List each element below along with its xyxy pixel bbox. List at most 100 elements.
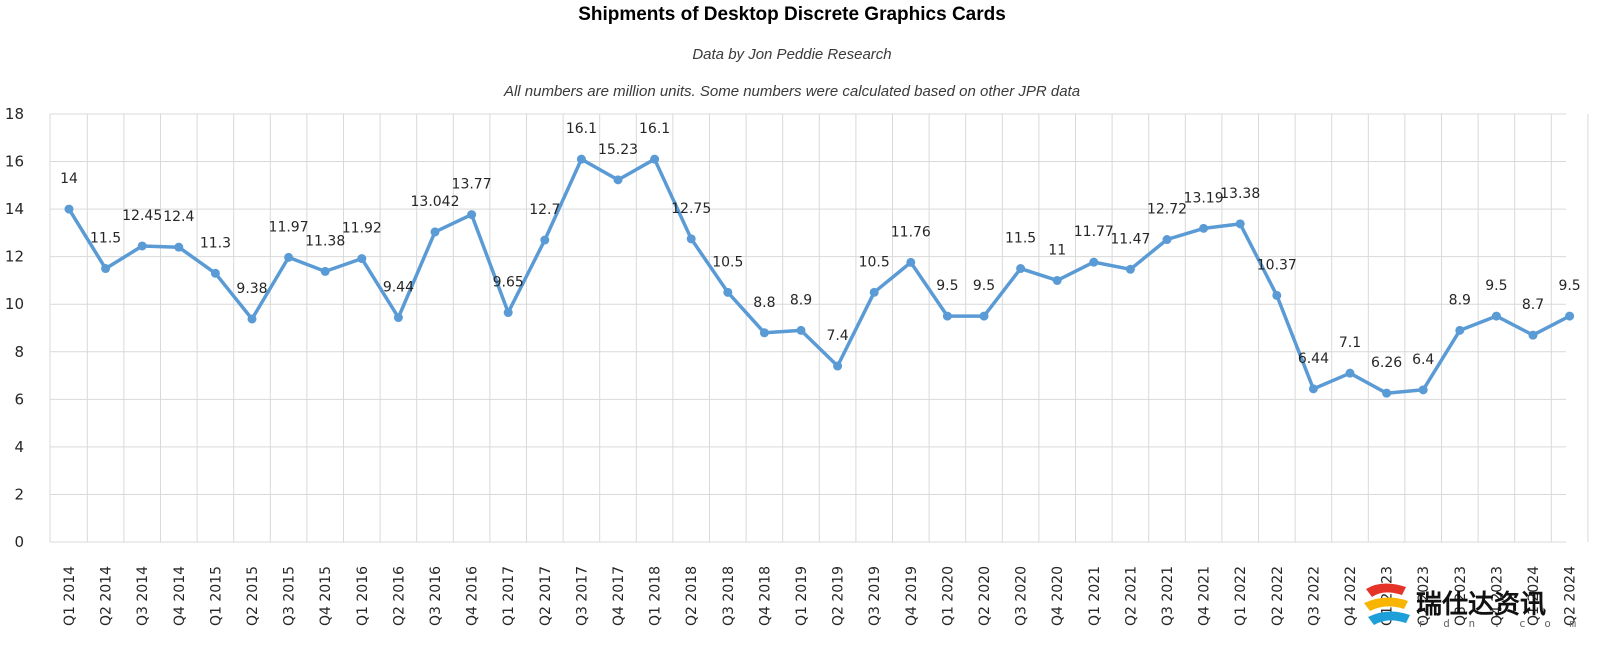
data-label: 6.4 bbox=[1412, 352, 1434, 368]
x-tick-label: Q2 2014 bbox=[99, 566, 115, 626]
data-point bbox=[540, 235, 550, 245]
x-tick-label: Q3 2014 bbox=[135, 566, 151, 626]
x-tick-label: Q1 2020 bbox=[940, 566, 956, 626]
x-tick-label: Q4 2018 bbox=[757, 566, 773, 626]
watermark-text: 瑞仕达资讯 bbox=[1416, 590, 1546, 620]
x-tick-label: Q4 2020 bbox=[1050, 566, 1066, 626]
data-label: 11.77 bbox=[1074, 224, 1114, 240]
x-tick-label: Q1 2014 bbox=[62, 566, 78, 626]
x-tick-label: Q4 2023 bbox=[1489, 566, 1505, 626]
y-axis: 0 2 4 6 8 10 12 14 16 18 bbox=[5, 105, 24, 551]
x-tick-label: Q4 2021 bbox=[1197, 566, 1213, 626]
data-point bbox=[393, 313, 403, 323]
data-label: 12.45 bbox=[122, 208, 162, 224]
y-tick-label: 14 bbox=[5, 200, 24, 218]
data-point bbox=[613, 175, 623, 185]
data-point bbox=[1528, 330, 1538, 340]
series-shipments bbox=[64, 154, 1575, 398]
data-point bbox=[1308, 384, 1318, 394]
x-tick-label: Q1 2016 bbox=[355, 566, 371, 626]
x-tick-label: Q1 2024 bbox=[1526, 566, 1542, 626]
data-point bbox=[174, 242, 184, 252]
data-label: 12.72 bbox=[1147, 202, 1187, 218]
x-tick-label: Q1 2022 bbox=[1233, 566, 1249, 626]
x-tick-label: Q2 2020 bbox=[977, 566, 993, 626]
x-tick-label: Q4 2016 bbox=[465, 566, 481, 626]
data-label: 14 bbox=[60, 171, 78, 187]
data-label: 8.8 bbox=[753, 295, 775, 311]
data-point bbox=[1565, 311, 1575, 321]
data-label: 13.77 bbox=[452, 177, 492, 193]
data-label: 11.97 bbox=[269, 219, 309, 235]
data-point bbox=[467, 210, 477, 220]
series-line bbox=[67, 157, 1572, 395]
x-tick-label: Q2 2019 bbox=[831, 566, 847, 626]
x-tick-label: Q3 2016 bbox=[428, 566, 444, 626]
watermark-subtext: r d n . c o m bbox=[1418, 617, 1582, 630]
data-point bbox=[503, 308, 513, 318]
x-tick-label: Q3 2018 bbox=[721, 566, 737, 626]
data-label: 11.3 bbox=[200, 235, 231, 251]
data-point bbox=[1089, 257, 1099, 267]
data-label: 12.4 bbox=[163, 209, 194, 225]
x-tick-label: Q2 2024 bbox=[1563, 566, 1579, 626]
data-label: 10.37 bbox=[1257, 257, 1297, 273]
data-label: 15.23 bbox=[598, 142, 638, 158]
x-tick-label: Q1 2019 bbox=[794, 566, 810, 626]
data-label: 13.042 bbox=[411, 194, 460, 210]
x-tick-label: Q1 2023 bbox=[1380, 566, 1396, 626]
data-point bbox=[869, 287, 879, 297]
data-point bbox=[1199, 223, 1209, 233]
data-point bbox=[1345, 368, 1355, 378]
data-label: 6.26 bbox=[1371, 355, 1402, 371]
x-tick-label: Q3 2020 bbox=[1014, 566, 1030, 626]
x-tick-label: Q1 2017 bbox=[501, 566, 517, 626]
y-tick-label: 2 bbox=[14, 485, 24, 503]
data-point bbox=[1382, 388, 1392, 398]
data-label: 9.44 bbox=[383, 280, 414, 296]
data-label: 11.47 bbox=[1110, 231, 1150, 247]
data-point bbox=[979, 311, 989, 321]
x-tick-label: Q3 2022 bbox=[1306, 566, 1322, 626]
x-tick-label: Q2 2023 bbox=[1416, 566, 1432, 626]
x-axis: Q1 2014 Q2 2014 Q3 2014 Q4 2014 Q1 2015 Q2 20… bbox=[62, 566, 1579, 626]
data-point bbox=[723, 287, 733, 297]
y-tick-label: 10 bbox=[5, 295, 24, 313]
data-label: 12.75 bbox=[671, 201, 711, 217]
y-tick-label: 4 bbox=[14, 438, 24, 456]
x-tick-label: Q3 2017 bbox=[574, 566, 590, 626]
x-tick-label: Q2 2017 bbox=[538, 566, 554, 626]
data-label: 8.9 bbox=[790, 292, 812, 308]
watermark-logo-icon bbox=[1364, 583, 1410, 625]
x-tick-label: Q1 2018 bbox=[648, 566, 664, 626]
data-label: 10.5 bbox=[859, 254, 890, 270]
x-tick-label: Q4 2017 bbox=[611, 566, 627, 626]
x-tick-label: Q1 2015 bbox=[208, 566, 224, 626]
data-point bbox=[1016, 264, 1026, 274]
data-point bbox=[833, 361, 843, 371]
x-tick-label: Q3 2023 bbox=[1453, 566, 1469, 626]
data-label: 9.5 bbox=[1558, 278, 1580, 294]
data-point bbox=[796, 325, 806, 335]
data-label: 11.76 bbox=[891, 224, 931, 240]
y-tick-label: 12 bbox=[5, 248, 24, 266]
y-tick-label: 16 bbox=[5, 153, 24, 171]
data-point bbox=[284, 252, 294, 262]
data-point bbox=[320, 266, 330, 276]
data-point bbox=[1052, 275, 1062, 285]
y-tick-label: 8 bbox=[14, 343, 24, 361]
data-label: 7.1 bbox=[1339, 335, 1361, 351]
data-point bbox=[101, 264, 111, 274]
gridlines bbox=[49, 113, 1589, 543]
data-label: 11.92 bbox=[342, 221, 382, 237]
data-label: 16.1 bbox=[566, 121, 597, 137]
data-point bbox=[1455, 325, 1465, 335]
data-point bbox=[137, 241, 147, 251]
data-label: 13.38 bbox=[1220, 186, 1260, 202]
data-point bbox=[357, 254, 367, 264]
x-tick-label: Q2 2021 bbox=[1123, 566, 1139, 626]
data-label: 12.7 bbox=[529, 202, 560, 218]
data-point bbox=[906, 257, 916, 267]
data-label: 11.5 bbox=[90, 231, 121, 247]
